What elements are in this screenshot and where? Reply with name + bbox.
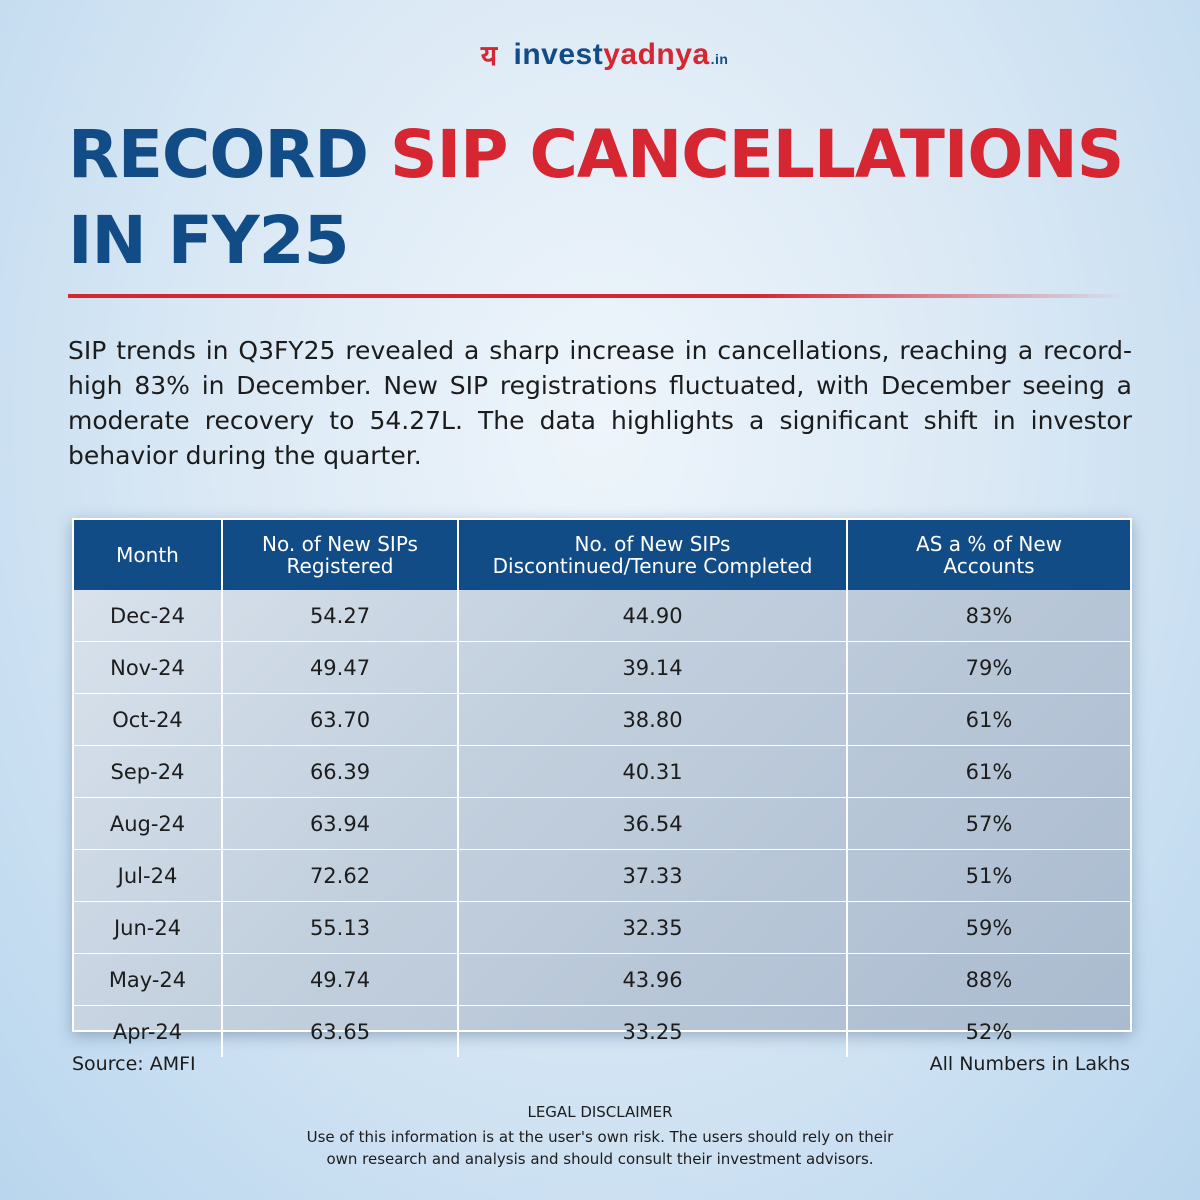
cell-discontinued: 44.90 xyxy=(458,590,848,642)
logo-mark-icon: य xyxy=(479,39,498,72)
cell-percent: 79% xyxy=(847,641,1130,694)
header-percent-new-accounts: AS a % of New Accounts xyxy=(847,520,1130,590)
table-row: May-24 49.74 43.96 88% xyxy=(74,953,1130,1006)
cell-month: May-24 xyxy=(74,953,223,1006)
logo-wordmark: investyadnya.in xyxy=(514,38,729,72)
cell-month: Jun-24 xyxy=(74,901,223,954)
sip-table-container: Month No. of New SIPs Registered No. of N… xyxy=(72,518,1132,1057)
cell-discontinued: 39.14 xyxy=(458,641,848,694)
disclaimer-title: LEGAL DISCLAIMER xyxy=(527,1103,673,1121)
title-part-record: RECORD xyxy=(68,116,391,193)
table-row: Sep-24 66.39 40.31 61% xyxy=(74,745,1130,798)
table-row: Nov-24 49.47 39.14 79% xyxy=(74,641,1130,694)
logo-tld: .in xyxy=(710,51,729,67)
cell-percent: 83% xyxy=(847,590,1130,642)
table-row: Apr-24 63.65 33.25 52% xyxy=(74,1005,1130,1057)
table-row: Oct-24 63.70 38.80 61% xyxy=(74,693,1130,746)
cell-registered: 72.62 xyxy=(222,849,459,902)
cell-discontinued: 36.54 xyxy=(458,797,848,850)
table-row: Jul-24 72.62 37.33 51% xyxy=(74,849,1130,902)
cell-month: Nov-24 xyxy=(74,641,223,694)
logo-invest: invest xyxy=(513,38,604,71)
cell-discontinued: 32.35 xyxy=(458,901,848,954)
header-new-sips-registered: No. of New SIPs Registered xyxy=(222,520,459,590)
cell-discontinued: 33.25 xyxy=(458,1005,848,1057)
table-row: Jun-24 55.13 32.35 59% xyxy=(74,901,1130,954)
table-row: Dec-24 54.27 44.90 83% xyxy=(74,590,1130,642)
cell-percent: 51% xyxy=(847,849,1130,902)
cell-registered: 63.94 xyxy=(222,797,459,850)
cell-percent: 61% xyxy=(847,693,1130,746)
cell-discontinued: 43.96 xyxy=(458,953,848,1006)
cell-percent: 59% xyxy=(847,901,1130,954)
sip-table: Month No. of New SIPs Registered No. of N… xyxy=(74,520,1130,1057)
cell-month: Dec-24 xyxy=(74,590,223,642)
cell-discontinued: 38.80 xyxy=(458,693,848,746)
cell-registered: 54.27 xyxy=(222,590,459,642)
cell-registered: 49.47 xyxy=(222,641,459,694)
cell-discontinued: 40.31 xyxy=(458,745,848,798)
cell-percent: 61% xyxy=(847,745,1130,798)
page-title: RECORD SIP CANCELLATIONS IN FY25 xyxy=(68,112,1168,284)
header-month: Month xyxy=(74,520,223,590)
header-new-sips-discontinued: No. of New SIPs Discontinued/Tenure Compl… xyxy=(458,520,848,590)
cell-month: Jul-24 xyxy=(74,849,223,902)
cell-month: Apr-24 xyxy=(74,1005,223,1057)
disclaimer-line-2: own research and analysis and should con… xyxy=(326,1150,874,1168)
svg-text:य: य xyxy=(479,39,498,72)
logo-yadnya: yadnya xyxy=(603,38,710,71)
table-row: Aug-24 63.94 36.54 57% xyxy=(74,797,1130,850)
intro-paragraph: SIP trends in Q3FY25 revealed a sharp in… xyxy=(68,336,1132,470)
table-header-row: Month No. of New SIPs Registered No. of N… xyxy=(74,520,1130,590)
cell-percent: 57% xyxy=(847,797,1130,850)
cell-month: Sep-24 xyxy=(74,745,223,798)
cell-percent: 88% xyxy=(847,953,1130,1006)
brand-logo: य investyadnya.in xyxy=(0,38,1200,72)
cell-month: Aug-24 xyxy=(74,797,223,850)
cell-month: Oct-24 xyxy=(74,693,223,746)
disclaimer-text: Use of this information is at the user's… xyxy=(270,1126,930,1170)
disclaimer-line-1: Use of this information is at the user's… xyxy=(306,1128,894,1146)
title-part-fy25: IN FY25 xyxy=(68,202,349,279)
cell-registered: 49.74 xyxy=(222,953,459,1006)
cell-discontinued: 37.33 xyxy=(458,849,848,902)
source-note: Source: AMFI xyxy=(72,1053,196,1075)
cell-registered: 66.39 xyxy=(222,745,459,798)
cell-registered: 63.65 xyxy=(222,1005,459,1057)
units-note: All Numbers in Lakhs xyxy=(929,1053,1130,1075)
cell-registered: 63.70 xyxy=(222,693,459,746)
cell-percent: 52% xyxy=(965,1019,1013,1044)
cell-registered: 55.13 xyxy=(222,901,459,954)
title-divider xyxy=(68,294,1128,298)
title-part-sip-cancellations: SIP CANCELLATIONS xyxy=(390,116,1124,193)
